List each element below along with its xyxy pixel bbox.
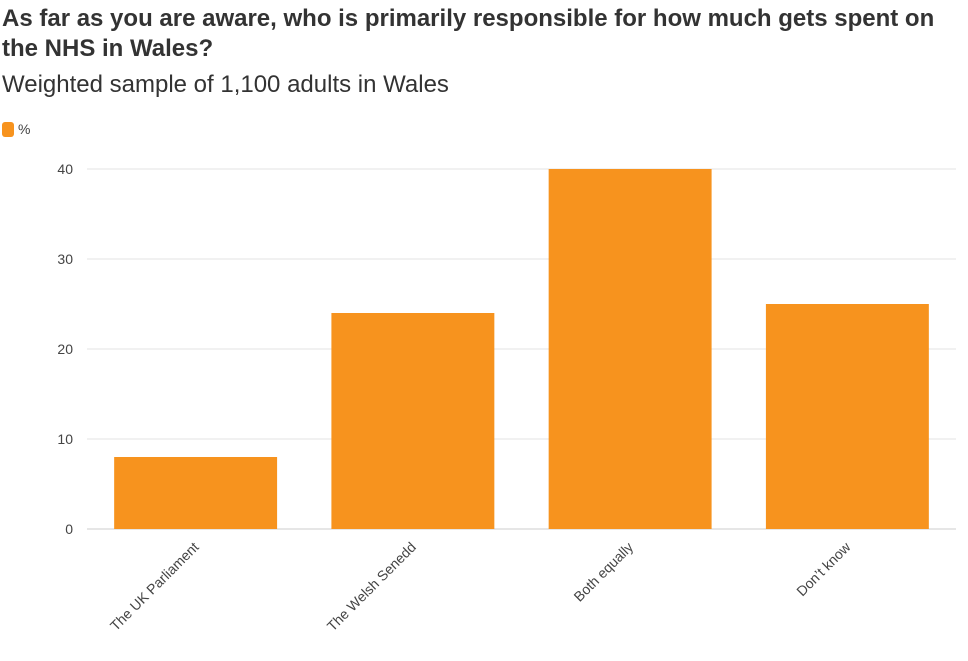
legend-label: % xyxy=(18,121,31,137)
chart-title: As far as you are aware, who is primaril… xyxy=(2,5,935,62)
x-category-label: The Welsh Senedd xyxy=(324,539,419,634)
bars xyxy=(114,169,929,529)
y-axis-ticks: 0 10 20 30 40 xyxy=(57,161,73,537)
chart-subtitle: Weighted sample of 1,100 adults in Wales xyxy=(2,71,449,98)
y-tick-label: 30 xyxy=(57,251,73,267)
y-tick-label: 10 xyxy=(57,431,73,447)
bar xyxy=(548,169,712,529)
bar xyxy=(331,313,495,529)
bar xyxy=(114,457,278,529)
legend: % xyxy=(2,121,30,137)
y-tick-label: 20 xyxy=(57,341,73,357)
x-axis-labels: The UK Parliament The Welsh Senedd Both eq… xyxy=(107,538,854,634)
x-category-label: The UK Parliament xyxy=(107,539,202,634)
x-category-label: Both equally xyxy=(570,539,636,605)
y-tick-label: 40 xyxy=(57,161,73,177)
x-category-label: Don’t know xyxy=(793,538,854,599)
legend-swatch xyxy=(2,121,14,137)
bar xyxy=(765,304,929,529)
y-tick-label: 0 xyxy=(65,521,73,537)
